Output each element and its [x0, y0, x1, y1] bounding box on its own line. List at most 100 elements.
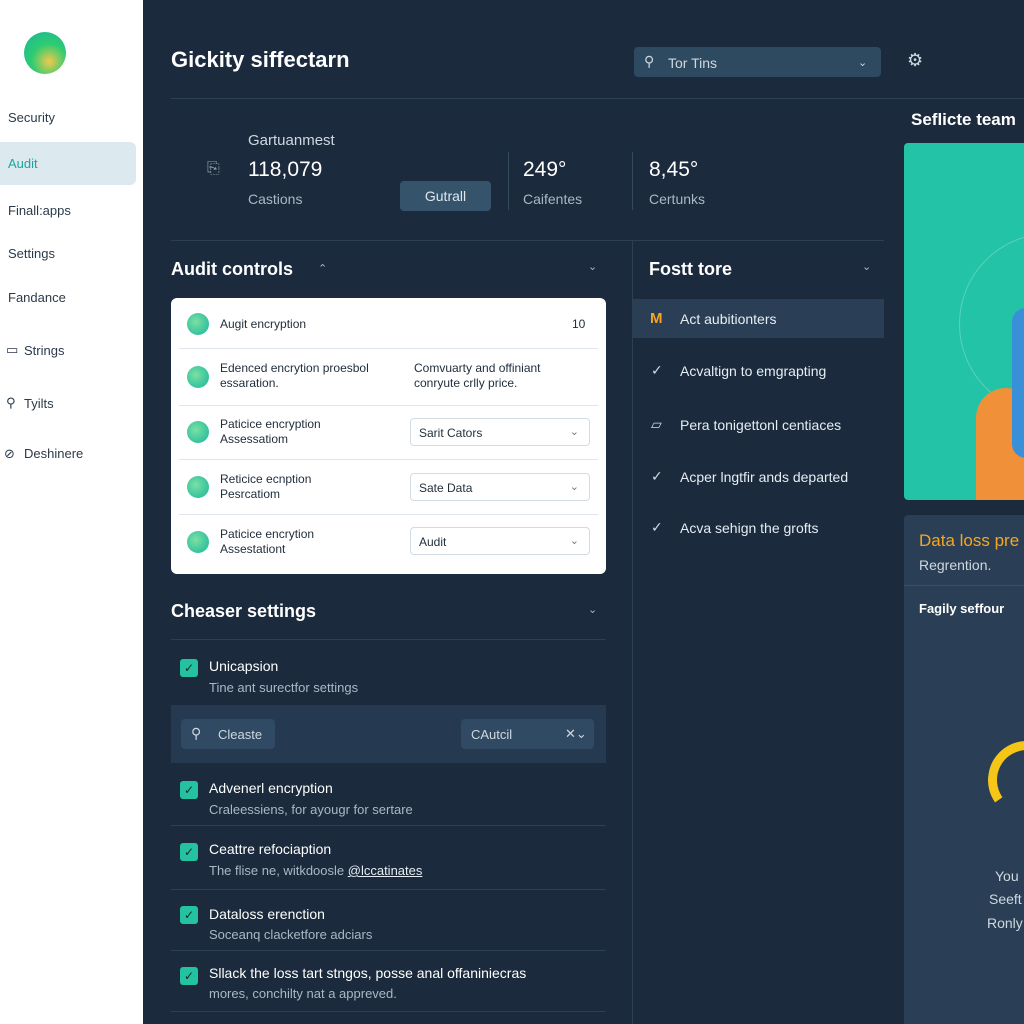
feature-icon: ▱	[651, 416, 662, 432]
info-card: Data loss pre Regrention. Fagily seffour…	[904, 515, 1024, 1024]
nav-item[interactable]: Tyilts	[24, 396, 54, 411]
feature-item[interactable]: Act aubitionters	[680, 311, 777, 327]
search-icon: ⚲	[644, 53, 655, 69]
nav-item[interactable]: Strings	[24, 343, 65, 358]
row-label: Edenced encrytion proesbol essaration.	[220, 361, 369, 390]
item-subtitle: mores, conchilty nat a appreved.	[209, 986, 397, 1001]
feature-item[interactable]: Acper lngtfir ands departed	[680, 469, 849, 485]
divider	[171, 950, 606, 951]
app-title: Gickity siffectarn	[171, 47, 350, 72]
row-icon	[187, 313, 209, 335]
item-title: Sllack the loss tart stngos, posse anal …	[209, 965, 527, 981]
row-divider	[179, 459, 598, 460]
row-label: Reticice ecnption Pesrcatiom	[220, 472, 312, 501]
search-bar: ⚲ Cleaste CAutcil ✕⌄	[171, 705, 606, 763]
expand-icon[interactable]: ⌄	[588, 261, 598, 273]
divider	[171, 889, 606, 890]
stat-value: 8,45°	[649, 158, 699, 181]
search-text: Tor Tins	[668, 55, 718, 71]
stat-label: Castions	[248, 191, 303, 207]
section-title: Fostt tore	[649, 259, 732, 279]
section-title: Audit controls	[171, 259, 293, 279]
stat-label: Caifentes	[523, 191, 583, 207]
row-icon	[187, 476, 209, 498]
search-chevron: ⌄	[858, 57, 868, 69]
item-subtitle: Tine ant surectfor settings	[209, 680, 359, 695]
stats-group-label: Gartuanmest	[248, 132, 335, 149]
active-row-bg	[633, 299, 884, 338]
search-box[interactable]: ⚲ Tor Tins ⌄	[634, 47, 881, 77]
filter-select[interactable]: CAutcil ✕⌄	[461, 719, 594, 749]
checkbox[interactable]: ✓	[180, 843, 198, 861]
divider	[171, 639, 606, 640]
card-label: Fagily seffour	[919, 601, 1005, 616]
row-label: Paticice encryption Assessatiom	[220, 417, 321, 446]
row-label: Paticice encrytion Assestationt	[220, 527, 315, 556]
feature-icon: ✓	[651, 362, 663, 378]
feature-item[interactable]: Acva sehign the grofts	[680, 520, 819, 536]
expand-icon[interactable]: ⌄	[862, 261, 872, 273]
card-line: Seeft	[989, 891, 1022, 907]
search-text: Cleaste	[218, 727, 263, 742]
nav-icon: ⚲	[6, 395, 16, 410]
checkbox[interactable]: ✓	[180, 906, 198, 924]
nav-item[interactable]: Audit	[8, 156, 38, 171]
nav-item[interactable]: Deshinere	[24, 446, 84, 461]
item-title: Dataloss erenction	[209, 906, 325, 922]
select-chevron: ⌄	[569, 481, 579, 493]
logo[interactable]	[24, 32, 66, 74]
settings-gear[interactable]: ⚙	[907, 50, 924, 70]
filter-text: CAutcil	[471, 727, 513, 742]
expand-icon[interactable]: ⌄	[588, 604, 598, 616]
item-title: Advenerl encryption	[209, 780, 333, 796]
feature-item[interactable]: Pera tonigettonl centiaces	[680, 417, 842, 433]
row-detail: Comvuarty and offiniant conryute crlly p…	[414, 361, 541, 390]
nav-item[interactable]: Settings	[8, 246, 55, 261]
item-subtitle: Craleessiens, for ayougr for sertare	[209, 802, 413, 817]
item-subtitle: Soceanq clacketfore adciars	[209, 927, 373, 942]
select-chevron: ⌄	[569, 535, 579, 547]
divider	[508, 152, 509, 210]
nav-item[interactable]: Finall:apps	[8, 203, 71, 218]
row-divider	[179, 348, 598, 349]
collapse-icon[interactable]: ⌃	[318, 263, 328, 275]
nav-item[interactable]: Security	[8, 110, 55, 125]
item-subtitle: The flise ne, witkdoosle @lccatinates	[209, 863, 422, 878]
stats-button[interactable]: Gutrall	[400, 181, 491, 211]
divider	[171, 1011, 606, 1012]
row-select[interactable]: Sate Data ⌄	[410, 473, 590, 501]
nav-active-bg	[0, 142, 136, 185]
audit-card: Augit encryption 10 Edenced encrytion pr…	[171, 298, 606, 574]
row-icon	[187, 421, 209, 443]
row-select[interactable]: Audit ⌄	[410, 527, 590, 555]
search-field[interactable]: ⚲ Cleaste	[181, 719, 275, 749]
checkbox[interactable]: ✓	[180, 659, 198, 677]
select-text: Sarit Cators	[419, 426, 483, 440]
row-divider	[179, 405, 598, 406]
illustration-card	[904, 143, 1024, 500]
row-divider	[179, 514, 598, 515]
select-text: Sate Data	[419, 481, 473, 495]
feature-item[interactable]: Acvaltign to emgrapting	[680, 363, 827, 379]
column-divider	[632, 241, 633, 1024]
item-link[interactable]: @lccatinates	[347, 863, 423, 878]
row-label: Augit encryption	[220, 317, 307, 331]
divider	[171, 240, 884, 241]
nav-item[interactable]: Fandance	[8, 290, 66, 305]
select-text: Audit	[419, 535, 447, 549]
section-title: Cheaser settings	[171, 601, 317, 621]
feature-icon: M	[650, 310, 663, 327]
feature-icon: ✓	[651, 519, 663, 535]
stat-value: 249°	[523, 158, 567, 181]
checkbox[interactable]: ✓	[180, 967, 198, 985]
filter-icon: ✕⌄	[565, 726, 587, 741]
nav-icon: ⊘	[4, 446, 15, 461]
row-select[interactable]: Sarit Cators ⌄	[410, 418, 590, 446]
checkbox[interactable]: ✓	[180, 781, 198, 799]
item-subtitle-text: The flise ne, witkdoosle	[209, 863, 345, 878]
card-subtitle: Regrention.	[919, 557, 992, 573]
nav-icon: ▭	[6, 342, 19, 357]
row-icon	[187, 531, 209, 553]
divider	[171, 825, 606, 826]
